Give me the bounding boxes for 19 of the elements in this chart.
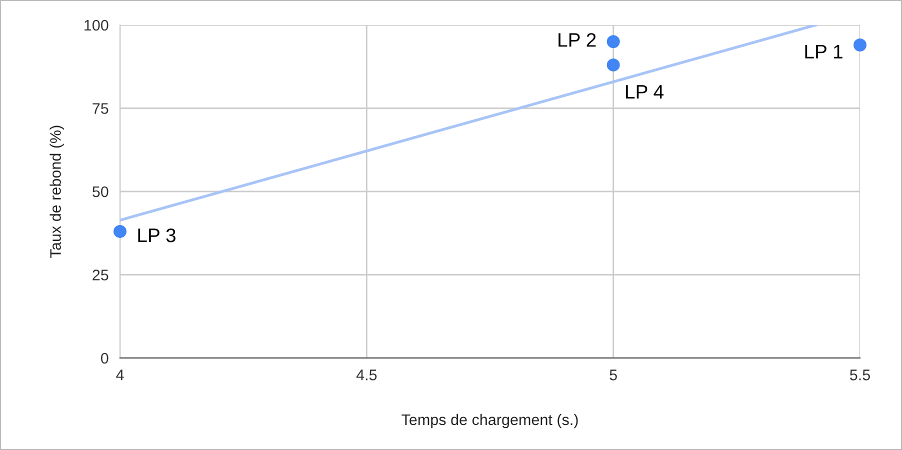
x-axis-title: Temps de chargement (s.) (402, 414, 578, 428)
x-tick-label: 5 (610, 370, 617, 380)
y-tick-label: 75 (92, 103, 108, 114)
data-label: LP 1 (805, 44, 842, 58)
data-label: LP 2 (558, 33, 596, 47)
point (606, 35, 620, 48)
data-label: LP 4 (626, 85, 664, 98)
x-tick-label: 4 (116, 370, 124, 380)
point (853, 38, 867, 52)
x-tick-label: 4.5 (356, 370, 377, 380)
y-tick-label: 100 (84, 20, 108, 31)
data-label: LP 3 (138, 228, 176, 242)
x-tick-label: 5.5 (850, 370, 870, 380)
y-tick-label: 0 (100, 352, 108, 364)
y-tick-label: 25 (92, 270, 108, 280)
point (113, 224, 127, 238)
y-axis-title: Taux de rebond (%) (50, 126, 64, 258)
y-tick-label: 50 (92, 186, 108, 198)
point (606, 58, 620, 72)
